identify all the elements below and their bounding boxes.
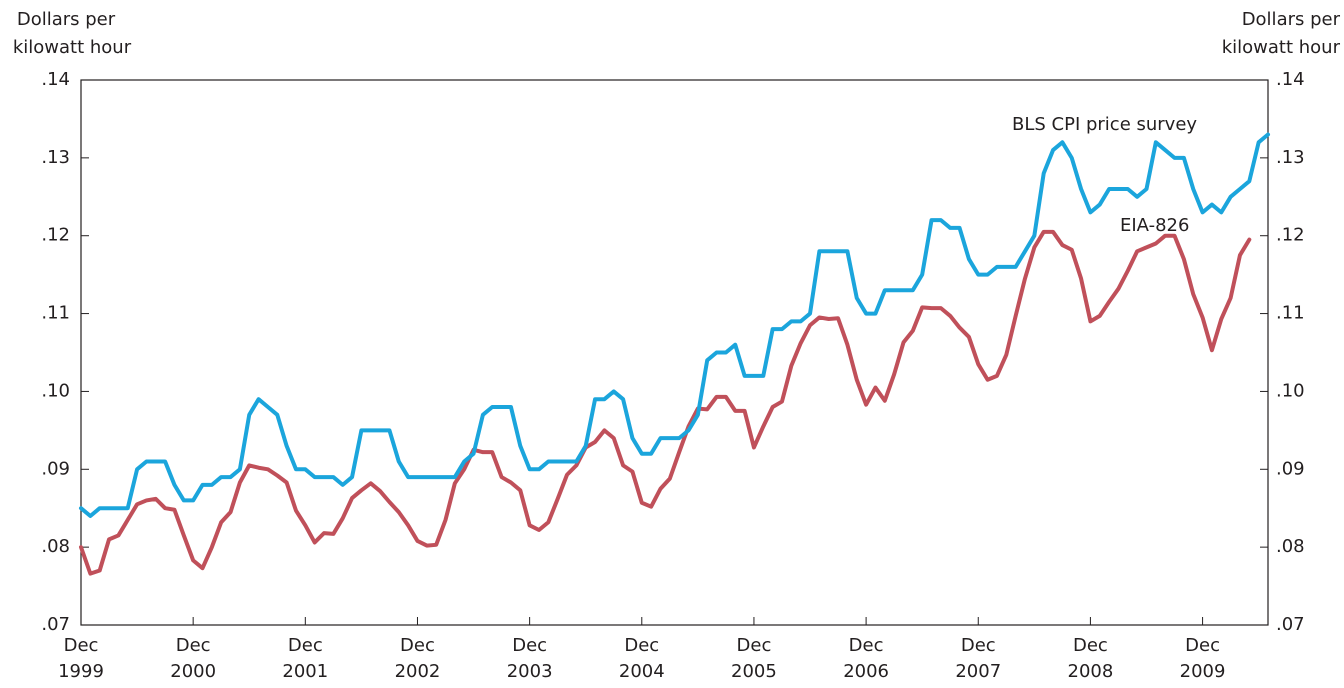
y2-tick-label: .14 <box>1276 69 1305 90</box>
x-tick-label: 2001 <box>282 661 328 682</box>
x-tick-label: Dec <box>737 635 772 656</box>
y2-tick-label: .11 <box>1276 303 1305 324</box>
y2-axis-label: kilowatt hour <box>1222 37 1341 58</box>
x-tick-label: 2008 <box>1068 661 1114 682</box>
y-tick-label: .14 <box>41 69 70 90</box>
y-tick-label: .08 <box>41 536 70 557</box>
y-tick-label: .13 <box>41 147 70 168</box>
x-tick-label: 2005 <box>731 661 777 682</box>
x-tick-label: Dec <box>624 635 659 656</box>
series-line <box>79 132 1270 518</box>
y-tick-label: .11 <box>41 303 70 324</box>
y-tick-label: .09 <box>41 458 70 479</box>
y2-tick-label: .07 <box>1276 614 1305 635</box>
x-tick-label: 2003 <box>507 661 553 682</box>
x-tick-label: Dec <box>849 635 884 656</box>
y2-tick-label: .08 <box>1276 536 1305 557</box>
x-tick-label: Dec <box>1185 635 1220 656</box>
x-tick-label: Dec <box>64 635 99 656</box>
x-tick-label: Dec <box>288 635 323 656</box>
y2-tick-label: .12 <box>1276 225 1305 246</box>
y2-tick-label: .10 <box>1276 380 1305 401</box>
x-tick-label: 2002 <box>395 661 441 682</box>
x-tick-label: 2000 <box>170 661 216 682</box>
x-tick-label: Dec <box>400 635 435 656</box>
y2-tick-label: .13 <box>1276 147 1305 168</box>
x-tick-label: Dec <box>176 635 211 656</box>
y-tick-label: .12 <box>41 225 70 246</box>
y-axis-label: kilowatt hour <box>13 37 132 58</box>
series-label: EIA-826 <box>1120 215 1189 236</box>
series-label: BLS CPI price survey <box>1012 114 1197 135</box>
y-tick-label: .10 <box>41 380 70 401</box>
x-tick-label: Dec <box>512 635 547 656</box>
y-axis-label: Dollars per <box>17 9 116 30</box>
x-tick-label: Dec <box>1073 635 1108 656</box>
x-tick-label: 1999 <box>58 661 104 682</box>
x-tick-label: 2004 <box>619 661 665 682</box>
x-tick-label: 2006 <box>843 661 889 682</box>
y-tick-label: .07 <box>41 614 70 635</box>
plot-frame <box>80 79 1269 626</box>
series-line <box>79 229 1252 576</box>
y2-axis-label: Dollars per <box>1242 9 1341 30</box>
x-tick-label: 2009 <box>1180 661 1226 682</box>
x-tick-label: 2007 <box>955 661 1001 682</box>
x-tick-label: Dec <box>961 635 996 656</box>
y2-tick-label: .09 <box>1276 458 1305 479</box>
